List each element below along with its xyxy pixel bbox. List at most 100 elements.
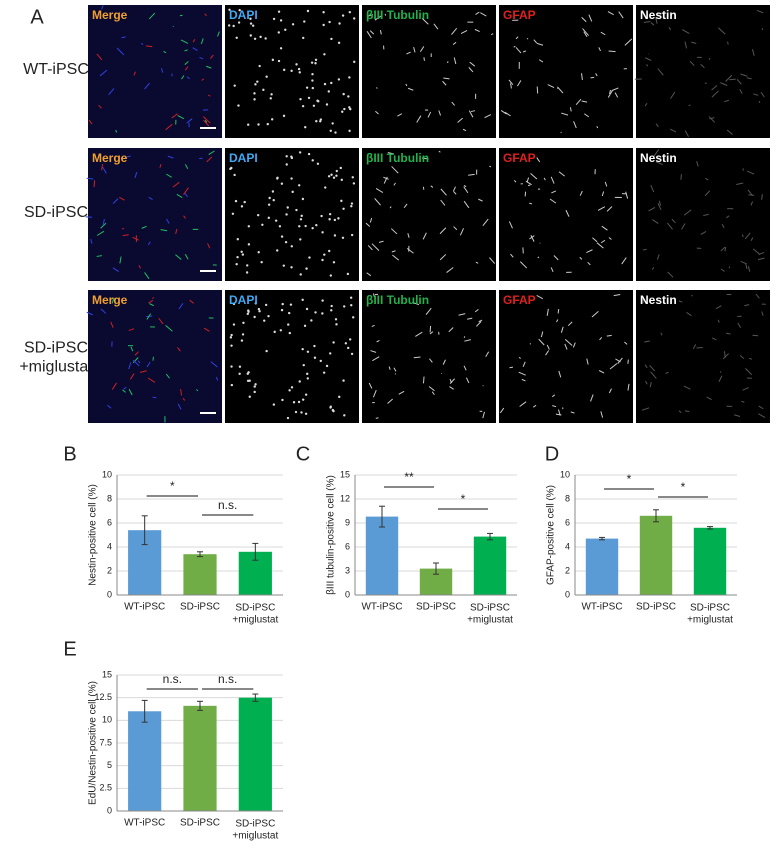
nucleus — [294, 410, 298, 414]
fiber — [740, 260, 747, 265]
fiber — [627, 383, 630, 391]
channel-label: GFAP — [503, 8, 536, 22]
fiber — [201, 78, 205, 81]
fiber — [111, 297, 115, 304]
y-axis-label: Nestin-positive cell (%) — [88, 484, 99, 586]
fiber — [655, 123, 659, 128]
nucleus — [271, 190, 275, 193]
fiber — [708, 57, 711, 60]
channel-label: DAPI — [229, 293, 258, 307]
fiber — [536, 294, 544, 300]
nucleus — [272, 17, 276, 21]
fiber — [406, 247, 414, 254]
nucleus — [314, 58, 318, 62]
fiber — [757, 257, 765, 261]
fiber — [557, 86, 564, 94]
fiber — [163, 50, 167, 54]
micrograph — [88, 148, 222, 281]
fiber — [196, 389, 199, 392]
fiber — [691, 41, 697, 44]
fiber — [413, 47, 416, 53]
nucleus — [237, 21, 241, 24]
nucleus — [292, 401, 296, 404]
nucleus — [258, 64, 261, 68]
y-tick-label: 2 — [565, 565, 570, 575]
nucleus — [313, 344, 316, 348]
nucleus — [321, 231, 324, 234]
error-bar — [653, 509, 659, 523]
y-tick-label: 2 — [107, 565, 112, 575]
fiber — [204, 119, 208, 123]
fiber — [608, 237, 612, 240]
significance-label: ** — [404, 470, 414, 484]
fiber — [650, 184, 655, 193]
nucleus — [246, 264, 249, 267]
nucleus — [257, 251, 260, 254]
nucleus — [335, 174, 338, 177]
fiber — [669, 128, 677, 133]
nucleus — [304, 412, 308, 415]
fiber — [649, 364, 656, 372]
channel-label: GFAP — [503, 151, 536, 165]
nucleus — [343, 107, 346, 111]
fiber — [545, 350, 550, 356]
fiber — [132, 357, 139, 364]
nucleus — [353, 60, 356, 64]
fiber — [422, 376, 425, 384]
fiber — [138, 265, 142, 269]
fiber — [747, 266, 751, 272]
nucleus — [290, 156, 294, 160]
nucleus — [348, 76, 351, 79]
nucleus — [263, 319, 266, 322]
nucleus — [300, 214, 303, 218]
nucleus — [341, 236, 345, 239]
nucleus — [341, 14, 345, 17]
nucleus — [303, 20, 306, 23]
y-tick-label: 4 — [565, 541, 570, 551]
significance-label: n.s. — [218, 672, 237, 686]
fiber — [722, 353, 729, 360]
fiber — [760, 91, 765, 98]
fiber — [440, 188, 447, 196]
y-tick-label: 15 — [340, 469, 350, 479]
fiber — [561, 112, 569, 116]
fiber — [651, 267, 655, 270]
nucleus — [267, 216, 270, 220]
fiber — [621, 257, 627, 265]
nucleus — [342, 379, 345, 382]
nucleus — [230, 333, 233, 337]
fiber — [550, 267, 554, 273]
fiber — [463, 336, 466, 338]
fiber — [711, 85, 718, 91]
nucleus — [352, 316, 355, 319]
nucleus — [247, 243, 251, 246]
fiber — [184, 253, 189, 260]
nucleus — [254, 383, 257, 386]
fiber — [583, 31, 588, 37]
fiber — [468, 67, 474, 73]
fiber — [734, 414, 741, 417]
fiber — [751, 49, 755, 56]
fiber — [429, 331, 434, 335]
fiber — [389, 206, 392, 209]
fiber — [599, 336, 603, 341]
fiber — [107, 404, 112, 409]
nucleus — [335, 323, 338, 326]
bar — [365, 516, 399, 595]
fiber — [475, 261, 479, 264]
fiber — [166, 218, 170, 224]
fiber — [692, 344, 697, 350]
fiber — [643, 20, 651, 24]
fiber — [476, 321, 482, 327]
fiber — [393, 367, 397, 372]
x-tick-label: SD-iPSC — [180, 602, 220, 613]
fiber — [123, 386, 127, 390]
y-tick-label: 12.5 — [94, 692, 112, 702]
nucleus — [270, 118, 274, 121]
nucleus — [240, 250, 243, 253]
nucleus — [232, 302, 236, 306]
fiber — [148, 12, 156, 20]
bar — [238, 697, 272, 811]
error-bar — [707, 526, 713, 530]
channel-label: Nestin — [640, 151, 677, 165]
